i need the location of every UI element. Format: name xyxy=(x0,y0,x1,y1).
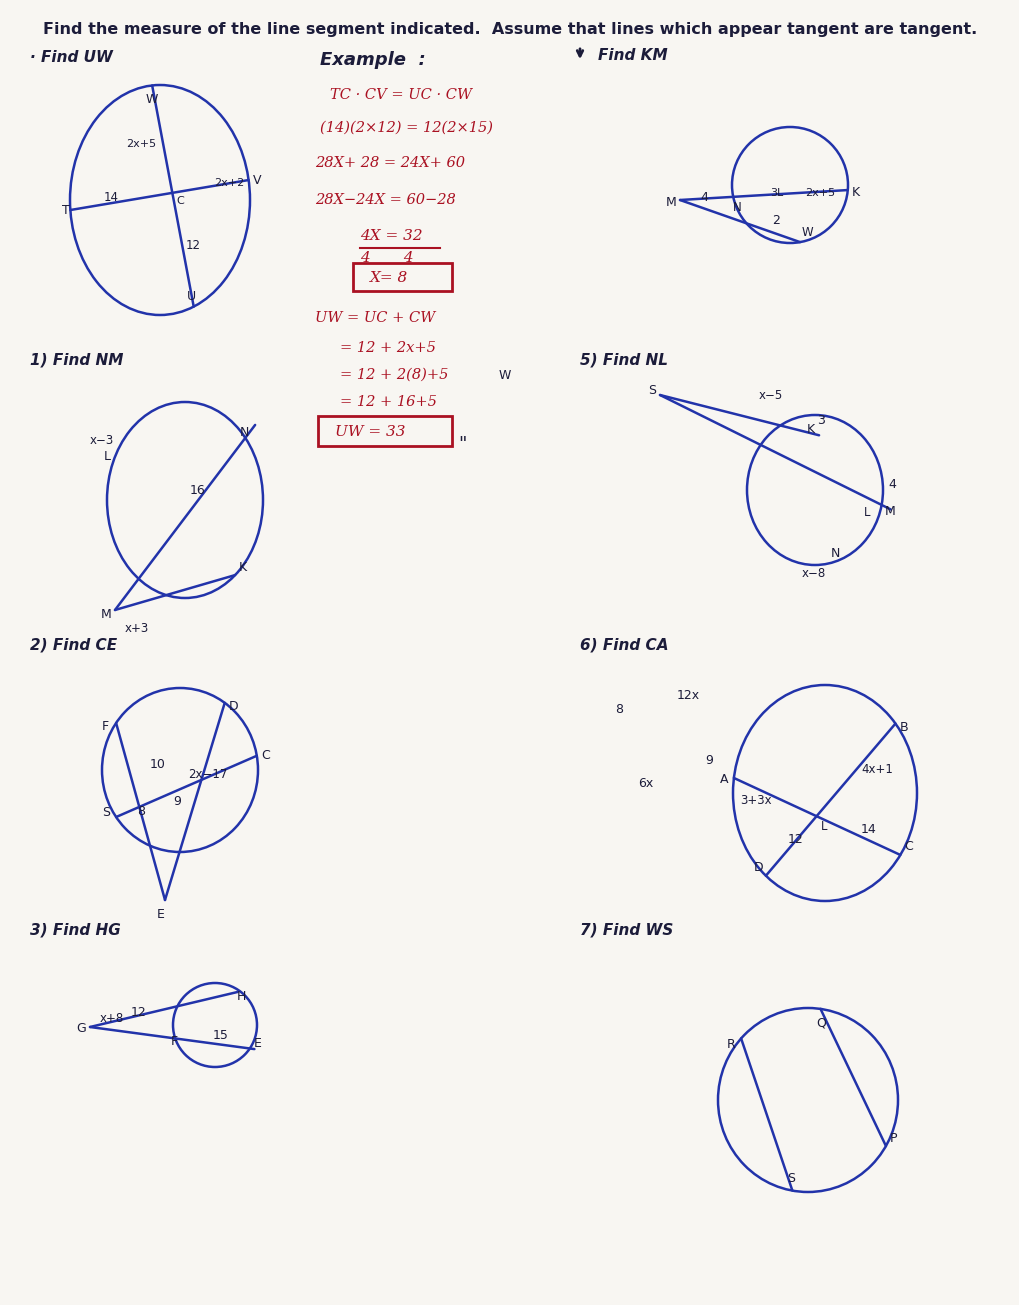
Text: E: E xyxy=(157,907,165,920)
Text: 16: 16 xyxy=(190,483,206,496)
Text: x−3: x−3 xyxy=(90,435,114,448)
Text: ": " xyxy=(458,435,467,453)
Text: 12: 12 xyxy=(130,1006,146,1019)
Text: X= 8: X= 8 xyxy=(370,271,409,284)
Text: = 12 + 2(8)+5: = 12 + 2(8)+5 xyxy=(340,368,448,382)
Text: 2x+5: 2x+5 xyxy=(126,140,156,149)
Text: UW = 33: UW = 33 xyxy=(335,425,406,438)
Text: S: S xyxy=(102,805,110,818)
Text: V: V xyxy=(253,174,261,187)
Text: 2x−17: 2x−17 xyxy=(187,769,227,782)
Text: 10: 10 xyxy=(150,758,166,771)
Text: G: G xyxy=(76,1023,86,1035)
Text: 4       4: 4 4 xyxy=(360,251,414,265)
Text: (14)(2×12) = 12(2×15): (14)(2×12) = 12(2×15) xyxy=(320,121,493,134)
Text: 2: 2 xyxy=(772,214,781,227)
Text: U: U xyxy=(187,290,197,303)
Text: 12: 12 xyxy=(788,834,803,847)
Text: 2) Find CE: 2) Find CE xyxy=(30,638,117,652)
Text: L: L xyxy=(864,505,870,518)
Text: Example  :: Example : xyxy=(320,51,426,69)
Text: x−8: x−8 xyxy=(802,568,826,581)
Text: W: W xyxy=(146,93,158,106)
Text: 1) Find NM: 1) Find NM xyxy=(30,352,123,368)
Text: T: T xyxy=(62,204,70,217)
Text: C: C xyxy=(904,840,913,853)
Text: S: S xyxy=(648,384,656,397)
Text: 2x+5: 2x+5 xyxy=(805,188,836,198)
Text: 9: 9 xyxy=(173,795,181,808)
Text: K: K xyxy=(852,185,860,198)
Text: Q: Q xyxy=(816,1017,826,1030)
Text: 28X−24X = 60−28: 28X−24X = 60−28 xyxy=(315,193,455,207)
Text: x+3: x+3 xyxy=(125,621,149,634)
Text: 14: 14 xyxy=(860,823,876,837)
Text: 4X = 32: 4X = 32 xyxy=(360,228,423,243)
Text: = 12 + 2x+5: = 12 + 2x+5 xyxy=(340,341,436,355)
Text: F: F xyxy=(102,720,109,733)
Text: Find KM: Find KM xyxy=(598,48,667,64)
Text: x−5: x−5 xyxy=(759,389,784,402)
Text: L: L xyxy=(820,820,827,833)
Text: 14: 14 xyxy=(103,191,118,204)
Text: 28X+ 28 = 24X+ 60: 28X+ 28 = 24X+ 60 xyxy=(315,157,465,170)
Text: L: L xyxy=(104,449,110,462)
Text: S: S xyxy=(788,1172,796,1185)
Text: TC · CV = UC · CW: TC · CV = UC · CW xyxy=(330,87,472,102)
Text: M: M xyxy=(101,608,112,621)
Text: 3+3x: 3+3x xyxy=(740,793,771,806)
Text: A: A xyxy=(719,774,729,787)
Text: H: H xyxy=(236,990,247,1004)
Text: 9: 9 xyxy=(705,754,713,767)
Text: K: K xyxy=(239,561,248,574)
Text: 3) Find HG: 3) Find HG xyxy=(30,923,120,937)
Text: 8: 8 xyxy=(137,805,145,818)
Text: M: M xyxy=(884,505,896,518)
Text: 4: 4 xyxy=(889,478,897,491)
Text: N: N xyxy=(733,201,742,214)
Text: 5) Find NL: 5) Find NL xyxy=(580,352,668,368)
Text: C: C xyxy=(261,749,270,762)
Text: K: K xyxy=(807,423,815,436)
Text: UW = UC + CW: UW = UC + CW xyxy=(315,311,435,325)
Text: Find the measure of the line segment indicated.  Assume that lines which appear : Find the measure of the line segment ind… xyxy=(43,22,977,37)
Text: 4: 4 xyxy=(700,192,708,205)
Text: D: D xyxy=(754,861,763,874)
Text: = 12 + 16+5: = 12 + 16+5 xyxy=(340,395,437,408)
Text: W: W xyxy=(802,226,814,239)
Text: D: D xyxy=(228,701,238,714)
Text: 6x: 6x xyxy=(639,776,654,790)
Text: 12: 12 xyxy=(186,239,201,252)
Text: M: M xyxy=(666,196,677,209)
Text: 2x+2: 2x+2 xyxy=(214,179,245,188)
Text: F: F xyxy=(170,1035,177,1048)
Text: 8: 8 xyxy=(614,702,623,715)
Text: 3: 3 xyxy=(817,414,825,427)
Text: B: B xyxy=(900,722,908,735)
Text: W: W xyxy=(498,369,511,382)
Text: 12x: 12x xyxy=(677,689,700,702)
Text: N: N xyxy=(830,547,841,560)
Text: 15: 15 xyxy=(213,1028,229,1041)
Text: 6) Find CA: 6) Find CA xyxy=(580,638,668,652)
Text: C: C xyxy=(176,196,184,206)
Text: · Find UW: · Find UW xyxy=(30,51,113,65)
Text: R: R xyxy=(728,1037,736,1051)
Text: P: P xyxy=(890,1131,898,1144)
Text: 3L: 3L xyxy=(770,188,784,198)
Text: x+8: x+8 xyxy=(100,1013,124,1026)
Text: 7) Find WS: 7) Find WS xyxy=(580,923,674,937)
Text: N: N xyxy=(240,427,250,440)
Text: E: E xyxy=(254,1036,261,1049)
Text: 4x+1: 4x+1 xyxy=(861,763,893,776)
